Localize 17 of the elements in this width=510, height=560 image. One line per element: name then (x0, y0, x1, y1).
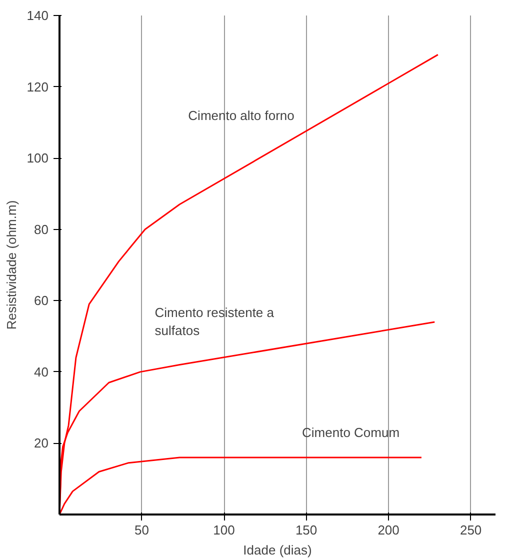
y-tick-label: 100 (26, 150, 49, 166)
y-axis-title: Resistividade (ohm.m) (4, 200, 19, 330)
y-tick-label: 20 (34, 436, 49, 451)
x-tick-label: 250 (460, 522, 482, 538)
x-axis-title: Idade (dias) (243, 542, 312, 558)
series-label: Cimento alto forno (188, 108, 294, 123)
x-tick-label: 100 (213, 522, 235, 538)
y-tick-label: 60 (34, 293, 49, 308)
x-tick-label: 200 (378, 522, 400, 538)
y-tick-label: 40 (34, 364, 49, 380)
y-tick-label: 140 (26, 8, 49, 23)
series-label: Cimento resistente a sulfatos (154, 304, 275, 338)
series-label: Cimento Comum (302, 424, 400, 440)
y-tick-label: 120 (26, 79, 49, 94)
x-tick-label: 50 (134, 522, 150, 538)
x-tick-label: 150 (295, 522, 318, 538)
y-tick-label: 80 (34, 222, 49, 237)
